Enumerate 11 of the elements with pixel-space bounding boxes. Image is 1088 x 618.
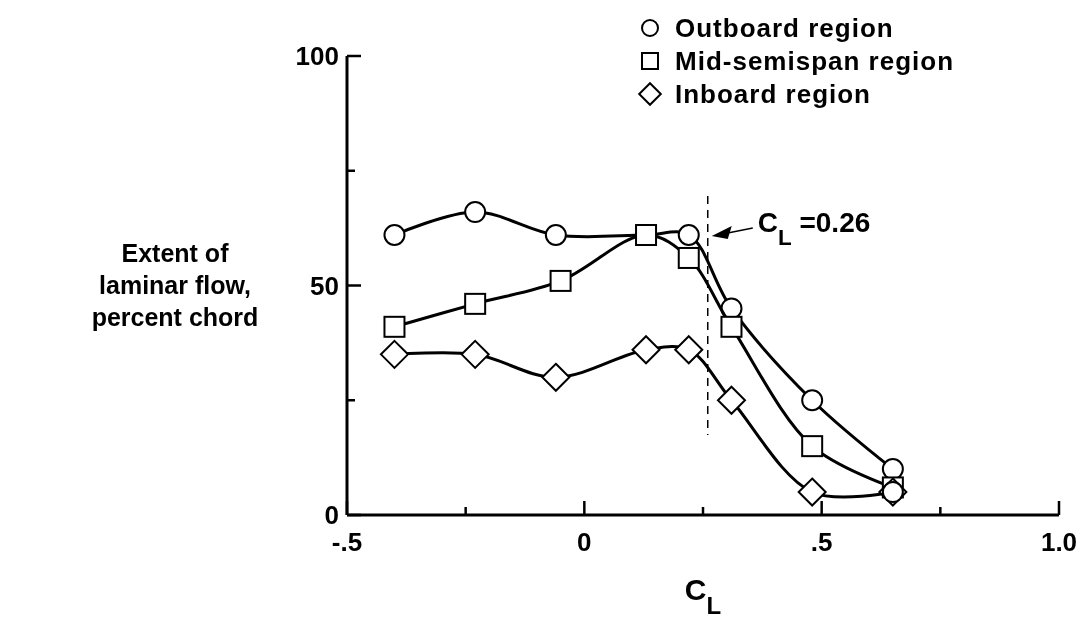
ref-line-label: C$_{L}$ =0.26 bbox=[757, 207, 871, 250]
x-tick-label: 0 bbox=[577, 527, 592, 557]
x-tick-label: .5 bbox=[810, 527, 833, 557]
y-axis-title: Extent of laminar flow, percent chord bbox=[91, 239, 259, 332]
legend-label: Outboard region bbox=[675, 13, 894, 44]
legend-label: Mid-semispan region bbox=[675, 46, 955, 77]
legend-label: Inboard region bbox=[675, 79, 871, 110]
y-tick-label: 50 bbox=[310, 270, 339, 301]
y-tick-label: 100 bbox=[295, 41, 339, 72]
x-tick-label: 1.0 bbox=[1040, 527, 1078, 557]
x-axis-title: C$_{L}$ bbox=[684, 573, 722, 618]
